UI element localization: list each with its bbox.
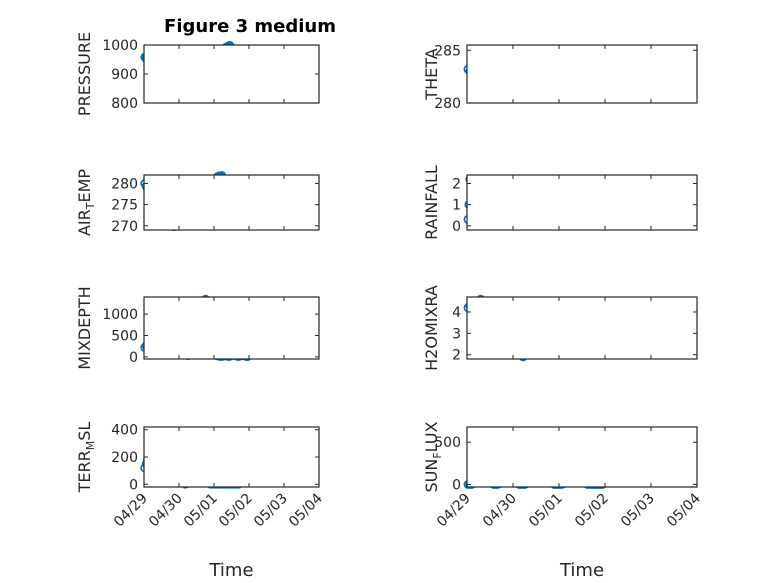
y-tick-label: 400: [111, 423, 138, 439]
y-tick-label: 200: [111, 450, 138, 466]
y-axis-label: PRESSURE: [75, 32, 94, 116]
y-tick-label: 500: [111, 328, 138, 344]
axes-box: [466, 44, 698, 104]
y-tick-label: 0: [452, 219, 461, 235]
subplot-6: 2 3 4 H2OMIXRA: [422, 285, 698, 371]
y-tick-label: 2: [452, 348, 461, 364]
axes-box: [466, 426, 698, 488]
y-tick-label: 1: [452, 198, 461, 214]
y-axis-label: THETA: [422, 48, 441, 100]
subplot-4: 0 1 2 RAINFALL: [422, 165, 698, 240]
axes-box: [143, 44, 320, 104]
y-tick-label: 800: [111, 96, 138, 112]
y-tick-label: 275: [111, 198, 138, 214]
y-tick-label: 2: [452, 176, 461, 192]
y-tick-label: 1000: [102, 307, 138, 323]
y-tick-label: 270: [111, 219, 138, 235]
y-axis-label: TERRMSL: [75, 422, 97, 494]
y-tick-label: 0: [129, 477, 138, 493]
subplot-3: 270 275 280 AIRTEMP: [75, 169, 320, 236]
y-tick-label: 285: [434, 43, 461, 59]
y-axis-label: H2OMIXRA: [422, 285, 441, 371]
axes-box: [143, 296, 320, 360]
axes-box: [466, 174, 698, 231]
y-axis-label: RAINFALL: [422, 165, 441, 240]
x-axis-label: Time: [208, 560, 253, 581]
y-axis-label: MIXDEPTH: [75, 286, 94, 369]
axes-box: [143, 174, 320, 231]
y-tick-label: 280: [434, 96, 461, 112]
y-tick-label: 4: [452, 305, 461, 321]
y-tick-label: 500: [434, 435, 461, 451]
y-tick-label: 280: [111, 176, 138, 192]
subplot-5: 0 500 1000 MIXDEPTH: [75, 286, 320, 370]
y-tick-label: 0: [452, 477, 461, 493]
y-axis-label: SUNFLUX: [422, 421, 444, 492]
y-tick-label: 900: [111, 67, 138, 83]
axes-box: [143, 426, 320, 488]
y-axis-label: AIRTEMP: [75, 169, 97, 236]
x-axis-label: Time: [559, 560, 604, 581]
subplot-1: 800 900 1000 PRESSURE: [75, 32, 320, 116]
axes-box: [466, 296, 698, 360]
y-tick-label: 0: [129, 350, 138, 366]
y-tick-label: 3: [452, 326, 461, 342]
figure-title: Figure 3 medium: [164, 16, 336, 37]
y-tick-label: 1000: [102, 38, 138, 54]
